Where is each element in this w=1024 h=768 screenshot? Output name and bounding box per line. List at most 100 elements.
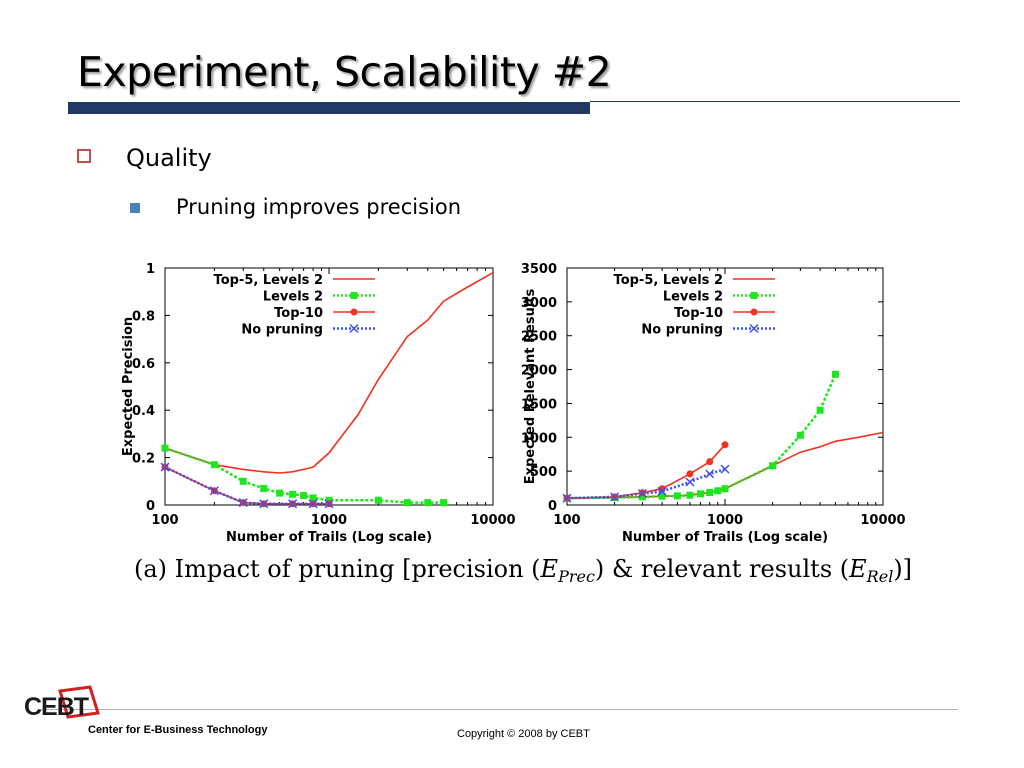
x-axis-label: Number of Trails (Log scale): [226, 530, 432, 545]
y-tick-label: 0.6: [132, 357, 155, 372]
x-tick-label: 10000: [860, 513, 905, 528]
footer-copyright: Copyright © 2008 by CEBT: [457, 728, 590, 740]
data-point: [816, 406, 824, 414]
x-tick-label: 10000: [470, 513, 515, 528]
legend-label: Top-10: [274, 306, 323, 321]
data-point: [657, 486, 667, 496]
data-point: [239, 477, 247, 485]
y-tick-label: 3500: [521, 262, 557, 277]
y-tick-label: 0: [548, 499, 557, 514]
data-point: [637, 488, 647, 499]
figure-caption: (a) Impact of pruning [precision (EPrec)…: [134, 555, 912, 586]
y-axis-label: Expected Precision: [121, 317, 136, 456]
relevant-results-chart: 0 500 1000 1500 2000 2500 3000 3500 100 1000 10000…: [521, 262, 906, 545]
data-point: [276, 489, 284, 497]
data-point: [831, 370, 839, 378]
caption-e1: E: [540, 555, 559, 583]
x-tick-label: 100: [553, 513, 580, 528]
data-point: [161, 444, 169, 452]
title-underline-line: [590, 101, 960, 102]
title-underline-bar: [68, 102, 590, 114]
data-point: [714, 487, 722, 495]
caption-suffix: )]: [893, 555, 913, 583]
data-point: [424, 499, 432, 507]
data-point: [260, 484, 268, 492]
legend-label: Top-10: [674, 306, 723, 321]
caption-e2: E: [849, 555, 867, 583]
legend-label: No pruning: [641, 323, 723, 338]
slide-title: Experiment, Scalability #2: [77, 48, 612, 96]
x-axis-label: Number of Trails (Log scale): [622, 530, 828, 545]
y-tick-label: 1000: [521, 431, 557, 446]
y-tick-label: 500: [530, 465, 557, 480]
legend-marker: [750, 292, 758, 299]
data-point: [309, 494, 317, 502]
data-point: [324, 499, 334, 509]
legend-label: No pruning: [241, 323, 323, 338]
data-point: [308, 499, 318, 509]
caption-prefix: (a) Impact of pruning [precision (: [134, 555, 541, 583]
y-tick-label: 0: [146, 499, 155, 514]
data-point: [796, 431, 804, 439]
legend-marker: [349, 323, 359, 334]
data-point: [686, 470, 694, 478]
y-tick-label: 3000: [521, 296, 557, 311]
data-point: [288, 499, 298, 509]
bullet-box-icon: [77, 149, 91, 163]
data-point: [209, 486, 219, 496]
x-tick-label: 1000: [311, 513, 347, 528]
y-tick-label: 2500: [521, 330, 557, 345]
logo-text: CEBT: [24, 693, 89, 721]
data-point: [720, 464, 730, 474]
data-point: [658, 492, 666, 500]
caption-sub2: Rel: [866, 567, 894, 586]
data-point: [289, 490, 297, 498]
data-point: [705, 469, 715, 479]
legend-label: Levels 2: [263, 290, 323, 305]
legend-label: Top-5, Levels 2: [614, 273, 723, 288]
data-point: [440, 499, 448, 507]
legend-label: Levels 2: [663, 290, 723, 305]
data-point: [160, 462, 170, 472]
legend-marker: [750, 308, 758, 316]
x-tick-label: 1000: [707, 513, 743, 528]
caption-mid: ) & relevant results (: [594, 555, 850, 583]
legend-marker: [749, 323, 759, 334]
data-point: [562, 493, 572, 503]
data-point: [374, 496, 382, 504]
data-point: [403, 499, 411, 507]
data-point: [706, 458, 714, 466]
data-point: [300, 492, 308, 500]
y-tick-label: 0.2: [132, 452, 155, 467]
footer-divider: [40, 709, 958, 710]
caption-sub1: Prec: [558, 567, 595, 586]
series-line-0: [164, 272, 494, 474]
y-tick-label: 1500: [521, 397, 557, 412]
legend-marker: [350, 308, 358, 316]
data-point: [686, 491, 694, 499]
data-point: [685, 477, 695, 487]
legend-marker: [350, 292, 358, 299]
y-axis-label: Expected Relevant Results: [523, 288, 538, 484]
data-point: [325, 496, 333, 504]
data-point: [697, 490, 705, 498]
bullet-square-icon: [130, 203, 140, 213]
data-point: [638, 493, 646, 501]
plot-frame: [164, 267, 494, 506]
data-point: [238, 498, 248, 508]
series-line-1: [566, 373, 837, 500]
data-point: [721, 441, 729, 449]
data-point: [673, 492, 681, 500]
data-point: [706, 488, 714, 496]
bullet-pruning: Pruning improves precision: [176, 195, 462, 219]
y-tick-label: 2000: [521, 364, 557, 379]
data-point: [769, 462, 777, 470]
legend-label: Top-5, Levels 2: [214, 273, 323, 288]
y-tick-label: 0.8: [132, 309, 155, 324]
precision-chart: 0 0.2 0.4 0.6 0.8 1 100 1000 10000 Number of Trai…: [121, 262, 516, 545]
footer-org: Center for E-Business Technology: [88, 724, 268, 736]
data-point: [721, 485, 729, 493]
data-point: [610, 492, 620, 502]
y-tick-label: 1: [146, 262, 155, 277]
bullet-quality: Quality: [126, 144, 212, 172]
